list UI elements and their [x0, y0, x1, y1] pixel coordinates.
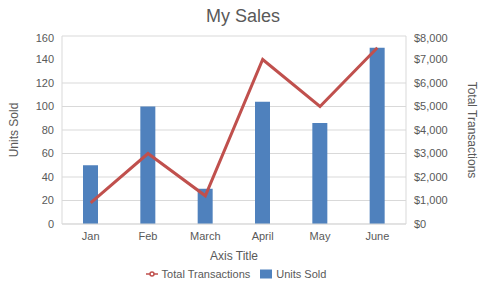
svg-text:0: 0: [48, 218, 54, 230]
svg-text:March: March: [190, 230, 221, 242]
svg-text:Units Sold: Units Sold: [8, 103, 21, 158]
svg-text:80: 80: [42, 124, 54, 136]
svg-text:$0: $0: [414, 218, 426, 230]
svg-text:April: April: [252, 230, 274, 242]
svg-text:May: May: [310, 230, 331, 242]
svg-text:20: 20: [42, 194, 54, 206]
svg-text:Total Transactions: Total Transactions: [465, 82, 478, 179]
svg-text:$3,000: $3,000: [414, 147, 448, 159]
svg-text:$8,000: $8,000: [414, 32, 448, 44]
svg-text:120: 120: [36, 77, 54, 89]
svg-text:$7,000: $7,000: [414, 53, 448, 65]
html-text:My Sales: My Sales: [206, 6, 280, 26]
svg-text:100: 100: [36, 100, 54, 112]
svg-text:140: 140: [36, 53, 54, 65]
svg-text:$4,000: $4,000: [414, 124, 448, 136]
html-text:Units Sold: Units Sold: [276, 268, 327, 280]
svg-text:Axis Title: Axis Title: [210, 249, 258, 263]
svg-text:$6,000: $6,000: [414, 77, 448, 89]
html-text:Total Transactions: Total Transactions: [161, 268, 251, 280]
svg-text:40: 40: [42, 171, 54, 183]
svg-text:Jan: Jan: [82, 230, 100, 242]
svg-text:160: 160: [36, 32, 54, 44]
svg-text:$1,000: $1,000: [414, 194, 448, 206]
svg-text:Feb: Feb: [139, 230, 158, 242]
svg-text:$5,000: $5,000: [414, 100, 448, 112]
svg-text:June: June: [365, 230, 389, 242]
svg-text:60: 60: [42, 147, 54, 159]
svg-text:$2,000: $2,000: [414, 171, 448, 183]
